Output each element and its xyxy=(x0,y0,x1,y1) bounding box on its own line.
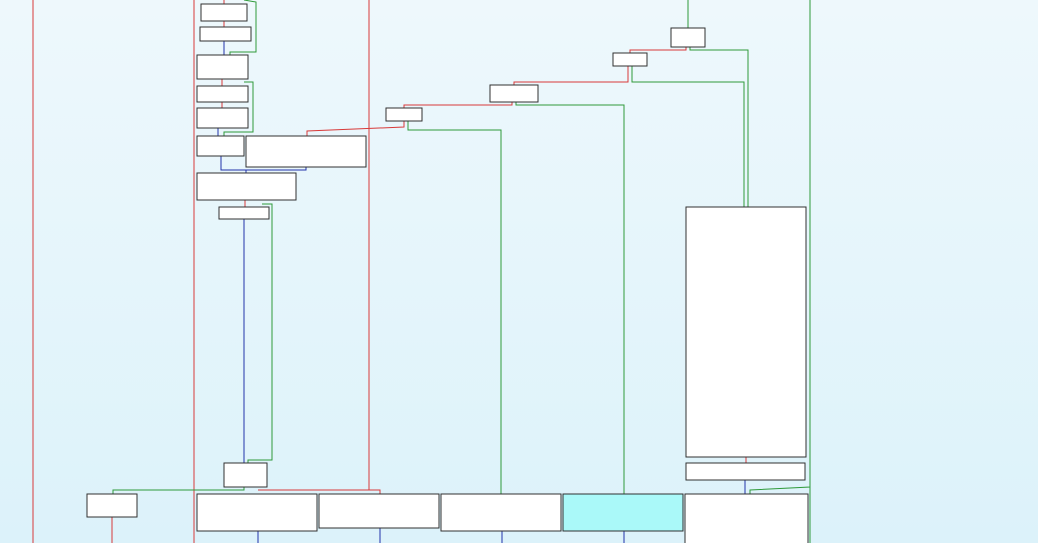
node[interactable] xyxy=(196,135,245,157)
node[interactable] xyxy=(196,172,297,201)
node[interactable] xyxy=(685,206,807,458)
node[interactable] xyxy=(489,84,539,103)
node[interactable] xyxy=(385,107,423,122)
node[interactable] xyxy=(196,54,249,80)
node[interactable] xyxy=(199,26,252,42)
node-selected[interactable] xyxy=(562,493,684,532)
node[interactable] xyxy=(440,493,562,532)
node[interactable] xyxy=(218,206,270,220)
node[interactable] xyxy=(196,85,249,103)
node[interactable] xyxy=(318,493,440,529)
node[interactable] xyxy=(196,493,318,532)
node[interactable] xyxy=(223,462,268,488)
nodes xyxy=(86,3,809,543)
node[interactable] xyxy=(245,135,367,168)
node[interactable] xyxy=(86,493,138,518)
node[interactable] xyxy=(685,462,806,481)
node[interactable] xyxy=(200,3,248,22)
node[interactable] xyxy=(196,107,249,129)
node[interactable] xyxy=(684,493,809,543)
edges xyxy=(32,0,811,543)
node[interactable] xyxy=(612,52,648,67)
node[interactable] xyxy=(670,27,706,48)
